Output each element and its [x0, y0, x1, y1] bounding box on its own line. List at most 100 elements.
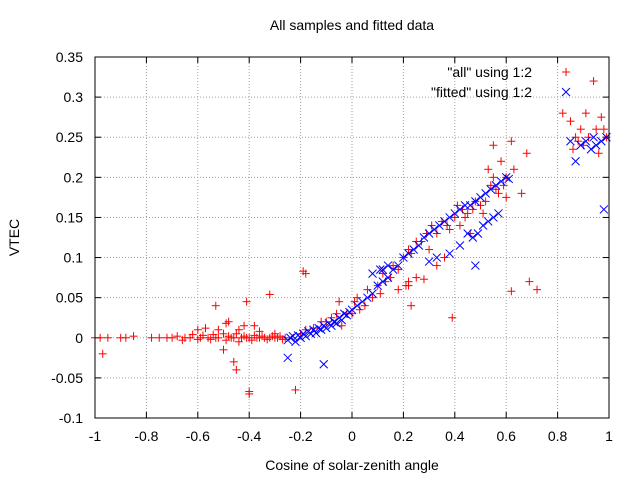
data-point: [479, 209, 488, 218]
data-point: [407, 301, 416, 310]
x-tick-label: 1: [605, 428, 613, 444]
data-point: [383, 273, 393, 282]
data-point: [319, 359, 329, 369]
data-point: [301, 325, 310, 334]
data-point: [465, 201, 475, 210]
data-point: [355, 305, 364, 314]
data-point: [229, 357, 238, 366]
data-point: [222, 336, 231, 345]
data-point: [481, 197, 490, 206]
x-tick-label: 0: [348, 428, 356, 444]
data-point: [232, 365, 241, 374]
data-point: [352, 301, 362, 311]
data-point: [394, 265, 403, 274]
data-point: [232, 329, 241, 338]
y-tick-label: 0.25: [56, 129, 83, 145]
data-point: [533, 285, 542, 294]
y-tick-label: 0.15: [56, 209, 83, 225]
data-point: [378, 269, 387, 278]
data-point: [368, 289, 377, 299]
data-point: [393, 261, 403, 270]
data-point: [504, 174, 514, 184]
data-point: [581, 136, 591, 146]
data-point: [363, 293, 372, 303]
y-tick-label: 0.2: [64, 169, 84, 185]
data-point: [432, 253, 442, 262]
data-point: [219, 345, 228, 354]
x-tick-label: -0.8: [134, 428, 158, 444]
data-point: [427, 221, 436, 230]
data-point: [291, 385, 300, 394]
data-point: [525, 277, 534, 286]
data-point: [412, 273, 421, 282]
data-point: [489, 173, 498, 182]
data-point: [188, 330, 197, 339]
data-point: [455, 205, 465, 214]
data-point: [332, 309, 341, 318]
x-tick-label: 0.2: [394, 428, 414, 444]
data-point: [363, 285, 372, 294]
grid-lines: [95, 57, 609, 418]
plot-frame: [94, 56, 610, 419]
x-axis-label: Cosine of solar-zenith angle: [265, 457, 439, 473]
data-point: [388, 265, 398, 274]
data-point: [589, 132, 598, 142]
data-point: [494, 209, 503, 218]
data-point: [488, 213, 498, 222]
data-point: [96, 333, 105, 342]
data-point: [440, 217, 449, 226]
data-point: [592, 125, 601, 134]
data-point: [173, 332, 182, 341]
data-point: [599, 125, 608, 134]
x-tick-label: -0.2: [289, 428, 313, 444]
y-tick-label: -0.05: [51, 370, 83, 386]
data-point: [566, 117, 575, 126]
data-point: [335, 297, 344, 306]
data-point: [522, 149, 531, 158]
data-point: [599, 205, 609, 214]
data-point: [499, 181, 508, 190]
data-point: [201, 324, 210, 333]
data-point: [121, 333, 130, 342]
data-point: [222, 319, 231, 328]
data-point: [250, 321, 259, 330]
data-point: [129, 332, 138, 341]
data-point: [476, 193, 485, 202]
data-point: [507, 137, 516, 146]
data-point: [348, 309, 356, 318]
data-point: [432, 229, 441, 238]
data-point: [463, 209, 472, 218]
data-point: [314, 323, 323, 333]
data-point: [596, 136, 606, 146]
legend: "all" using 1:2 "fitted" using 1:2: [431, 64, 571, 100]
x-tick-label: 0.8: [548, 428, 568, 444]
data-point: [375, 265, 385, 274]
data-point: [242, 297, 251, 306]
data-point: [332, 318, 341, 328]
data-point: [453, 201, 462, 210]
data-point: [247, 336, 256, 345]
data-point: [417, 237, 426, 246]
data-point: [566, 136, 575, 146]
data-point: [368, 269, 377, 278]
data-points: [91, 77, 611, 398]
data-point: [373, 281, 383, 290]
data-point: [378, 277, 388, 286]
data-point: [316, 325, 326, 335]
data-point: [234, 337, 243, 346]
data-point: [214, 333, 223, 342]
legend-marker-symbol: [562, 68, 570, 76]
data-point: [491, 181, 501, 190]
data-point: [219, 329, 228, 338]
data-point: [576, 125, 585, 134]
data-point: [214, 325, 223, 334]
data-point: [491, 185, 500, 194]
data-point: [301, 331, 311, 341]
data-point: [419, 233, 429, 242]
tick-labels: -1 -0.8 -0.6 -0.4 -0.2 0 0.2 0.4 0.6 0.8 1 -0.1 -0.0…: [51, 49, 613, 444]
data-point: [353, 293, 362, 302]
data-point: [558, 109, 567, 118]
data-point: [193, 325, 202, 334]
data-point: [285, 333, 295, 343]
